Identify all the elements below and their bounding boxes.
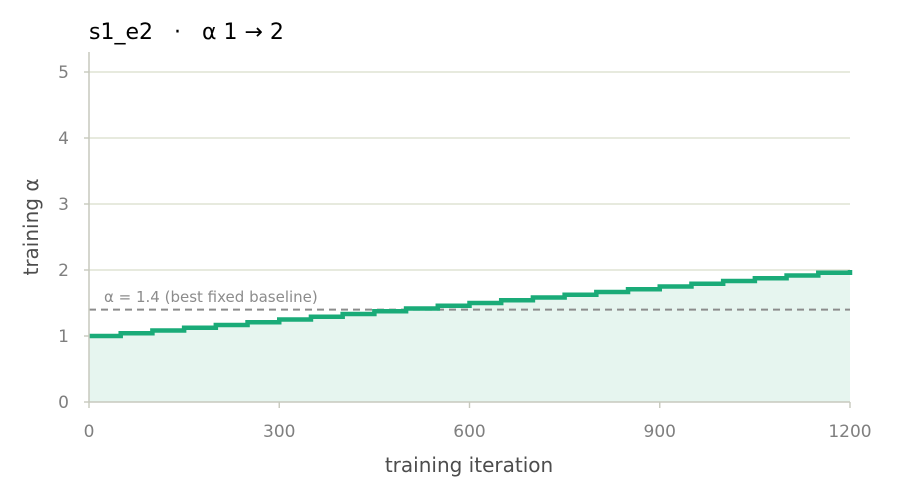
y-tick-label-1: 1 — [58, 327, 69, 347]
series-layer — [89, 270, 853, 339]
x-tick-label-600: 600 — [453, 422, 485, 442]
x-tick-label-900: 900 — [644, 422, 676, 442]
reference-line-label: α = 1.4 (best fixed baseline) — [104, 288, 318, 306]
y-ticks: 0 1 2 3 4 5 — [58, 63, 89, 413]
y-tick-label-4: 4 — [58, 129, 69, 149]
y-tick-label-5: 5 — [58, 63, 69, 83]
x-axis-label: training iteration — [385, 453, 553, 477]
y-axis-label: training α — [19, 178, 43, 275]
area-layer — [89, 270, 850, 402]
series-area-0 — [89, 270, 850, 402]
y-tick-label-2: 2 — [58, 261, 69, 281]
x-tick-label-1200: 1200 — [828, 422, 871, 442]
x-tick-label-300: 300 — [263, 422, 295, 442]
x-tick-label-0: 0 — [84, 422, 95, 442]
chart-title: s1_e2 · α 1 → 2 — [89, 20, 284, 45]
y-tick-label-3: 3 — [58, 195, 69, 215]
series-line-0 — [89, 270, 853, 339]
y-tick-label-0: 0 — [58, 393, 69, 413]
x-ticks: 0 300 600 900 1200 — [84, 402, 872, 442]
